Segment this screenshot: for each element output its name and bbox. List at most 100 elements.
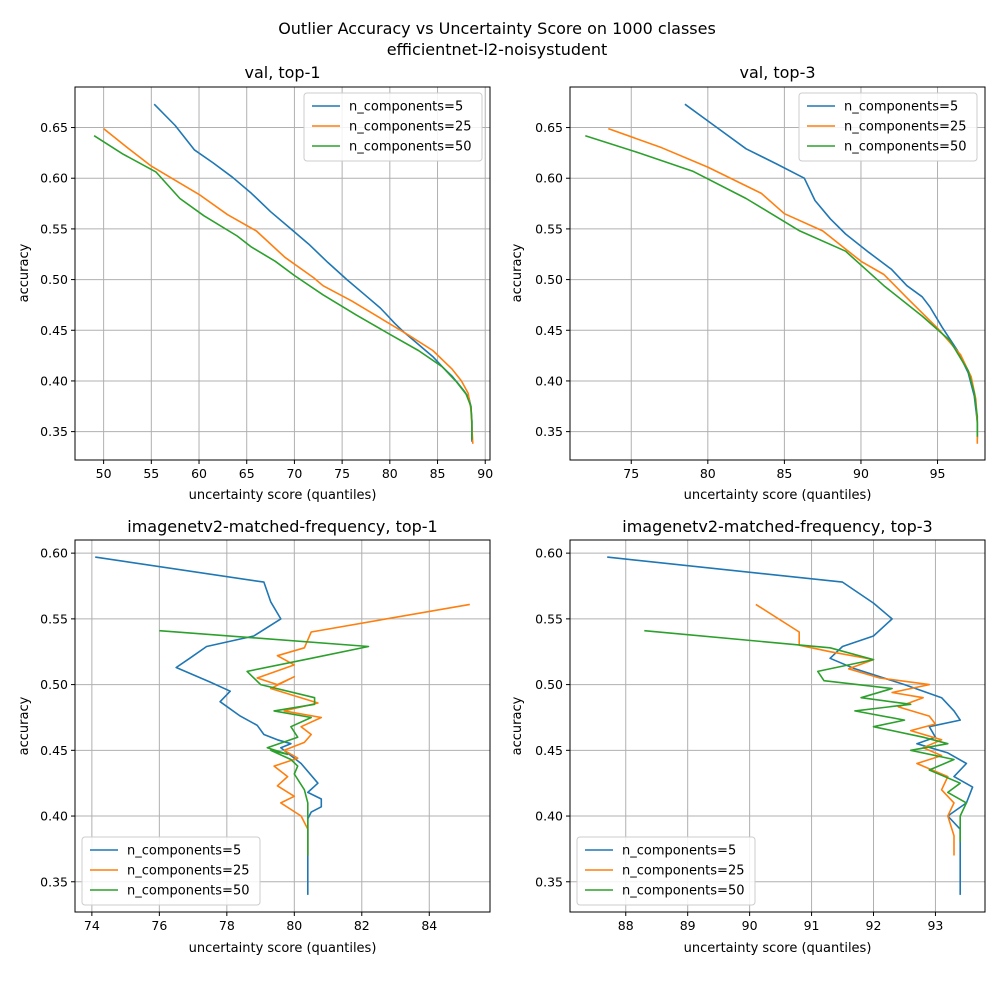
x-tick-label: 55 — [143, 466, 159, 481]
y-axis-label: accuracy — [17, 696, 32, 755]
x-tick-label: 80 — [382, 466, 398, 481]
x-tick-label: 80 — [286, 918, 302, 933]
series-line-n-components-50 — [159, 629, 370, 856]
y-tick-label: 0.40 — [535, 373, 563, 388]
legend-box — [576, 836, 756, 906]
x-tick-label: 76 — [151, 918, 167, 933]
legend-box — [81, 836, 261, 906]
y-tick-label: 0.60 — [535, 171, 563, 186]
chart-title: imagenetv2-matched-frequency, top-1 — [127, 517, 437, 536]
y-tick-label: 0.45 — [535, 743, 563, 758]
x-tick-label: 90 — [477, 466, 493, 481]
y-tick-label: 0.60 — [40, 171, 68, 186]
x-tick-label: 92 — [866, 918, 882, 933]
legend-box — [798, 92, 978, 162]
legend: n_components=5 n_components=25 n_component… — [798, 92, 978, 162]
y-tick-label: 0.40 — [535, 809, 563, 824]
legend-entry: n_components=25 — [127, 864, 250, 879]
y-tick-label: 0.50 — [535, 677, 563, 692]
legend-entry: n_components=50 — [622, 884, 745, 899]
x-tick-label: 85 — [430, 466, 446, 481]
axes-frame — [569, 86, 986, 461]
series-line-n-components-25 — [103, 127, 474, 444]
series-line-n-components-5 — [95, 556, 323, 895]
x-tick-label: 88 — [618, 918, 634, 933]
y-tick-label: 0.35 — [535, 424, 563, 439]
y-tick-label: 0.60 — [535, 546, 563, 561]
y-tick-label: 0.35 — [40, 424, 68, 439]
chart-imagenetv2-top1: imagenetv2-matched-frequency, top-1 unce… — [17, 517, 491, 956]
y-axis-label: accuracy — [17, 243, 32, 302]
y-tick-label: 0.50 — [40, 272, 68, 287]
x-tick-label: 78 — [219, 918, 235, 933]
x-axis-label: uncertainty score (quantiles) — [684, 488, 872, 503]
y-tick-label: 0.45 — [535, 323, 563, 338]
legend-entry: n_components=25 — [349, 120, 472, 135]
y-tick-label: 0.55 — [535, 611, 563, 626]
x-tick-label: 65 — [239, 466, 255, 481]
y-tick-label: 0.55 — [535, 221, 563, 236]
y-axis-label: accuracy — [510, 243, 525, 302]
legend-entry: n_components=50 — [349, 140, 472, 155]
legend-entry: n_components=50 — [844, 140, 967, 155]
y-tick-label: 0.50 — [40, 677, 68, 692]
y-axis-label: accuracy — [510, 696, 525, 755]
x-tick-label: 89 — [680, 918, 696, 933]
x-tick-label: 85 — [776, 466, 792, 481]
legend-entry: n_components=25 — [844, 120, 967, 135]
legend-entry: n_components=5 — [844, 100, 958, 115]
y-tick-label: 0.35 — [535, 874, 563, 889]
y-tick-label: 0.45 — [40, 323, 68, 338]
legend-entry: n_components=5 — [127, 844, 241, 859]
x-tick-label: 91 — [804, 918, 820, 933]
chart-title: val, top-3 — [739, 63, 815, 82]
x-tick-label: 84 — [421, 918, 437, 933]
x-tick-label: 50 — [96, 466, 112, 481]
y-tick-label: 0.35 — [40, 874, 68, 889]
y-tick-label: 0.60 — [40, 546, 68, 561]
axes-frame — [569, 539, 986, 913]
y-tick-label: 0.50 — [535, 272, 563, 287]
legend: n_components=5 n_components=25 n_component… — [81, 836, 261, 906]
figure-title-line1: Outlier Accuracy vs Uncertainty Score on… — [278, 19, 716, 38]
legend-entry: n_components=5 — [349, 100, 463, 115]
x-tick-label: 90 — [742, 918, 758, 933]
legend-box — [303, 92, 483, 162]
series-line-n-components-50 — [93, 135, 473, 440]
x-tick-label: 93 — [927, 918, 943, 933]
y-tick-label: 0.45 — [40, 743, 68, 758]
y-tick-label: 0.40 — [40, 809, 68, 824]
x-tick-label: 75 — [623, 466, 639, 481]
y-tick-label: 0.65 — [535, 120, 563, 135]
x-tick-label: 90 — [853, 466, 869, 481]
chart-title: val, top-1 — [244, 63, 320, 82]
legend: n_components=5 n_components=25 n_component… — [303, 92, 483, 162]
legend-entry: n_components=25 — [622, 864, 745, 879]
y-tick-label: 0.65 — [40, 120, 68, 135]
chart-imagenetv2-top3: imagenetv2-matched-frequency, top-3 unce… — [510, 517, 986, 956]
y-tick-label: 0.40 — [40, 373, 68, 388]
x-tick-label: 82 — [354, 918, 370, 933]
y-tick-label: 0.55 — [40, 221, 68, 236]
chart-title: imagenetv2-matched-frequency, top-3 — [622, 517, 932, 536]
x-axis-label: uncertainty score (quantiles) — [684, 941, 872, 956]
x-tick-label: 74 — [84, 918, 100, 933]
x-axis-label: uncertainty score (quantiles) — [189, 488, 377, 503]
legend: n_components=5 n_components=25 n_component… — [576, 836, 756, 906]
x-tick-label: 70 — [286, 466, 302, 481]
x-tick-label: 80 — [700, 466, 716, 481]
x-tick-label: 95 — [930, 466, 946, 481]
chart-val-top1: val, top-1 uncertainty score (quantiles)… — [17, 63, 493, 503]
x-axis-label: uncertainty score (quantiles) — [189, 941, 377, 956]
x-tick-label: 75 — [334, 466, 350, 481]
axes-frame — [74, 86, 491, 461]
chart-val-top3: val, top-3 uncertainty score (quantiles)… — [510, 63, 986, 503]
series-line-n-components-50 — [585, 134, 979, 437]
legend-entry: n_components=5 — [622, 844, 736, 859]
axes-frame — [74, 539, 491, 913]
legend-entry: n_components=50 — [127, 884, 250, 899]
y-tick-label: 0.55 — [40, 611, 68, 626]
series-line-n-components-50 — [644, 629, 968, 843]
